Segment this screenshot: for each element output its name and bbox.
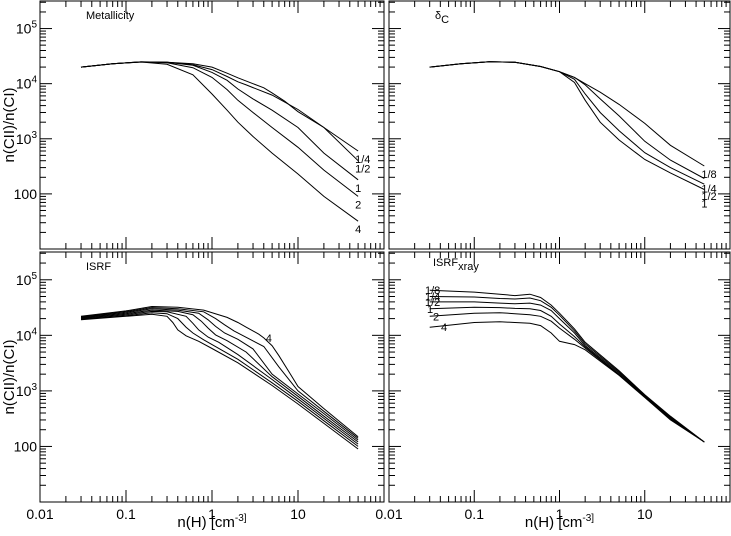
series-line	[80, 309, 359, 443]
series-line	[429, 312, 705, 443]
series-label: 1/2	[355, 164, 370, 176]
series-label: 4	[441, 322, 447, 334]
series-line	[80, 61, 359, 181]
series-line	[80, 308, 359, 441]
panel-label: ISRF	[86, 261, 111, 273]
series-line	[80, 61, 359, 152]
y-axis-label: n(CII)/n(CI)	[1, 87, 18, 162]
y-tick-label: 105	[16, 271, 38, 288]
series-line	[429, 301, 705, 443]
series-line	[429, 61, 705, 185]
series-label: 1/8	[425, 285, 440, 297]
series-label: 1/2	[425, 297, 440, 309]
series-line	[429, 296, 705, 443]
x-tick-label: 1	[208, 506, 216, 522]
panel-metallicity: 105 104 103 100 n(CII)/n(CI) Metallicity 1/41/…	[1, 0, 385, 250]
panel-isrfxray: 0.01 0.1 1 10n(H) [cm-3]ISRFxray1/81/41/212…	[375, 251, 731, 531]
y-axis-label: n(CII)/n(CI)	[1, 339, 18, 414]
series-label: 4	[266, 333, 272, 345]
panel-isrf: 0.01 0.1 1 10 105 104 103 100 n(H) [cm-3] n(CII)/…	[1, 251, 385, 531]
series-label: 1	[701, 199, 707, 211]
panel-label: Metallicity	[86, 10, 135, 22]
panel-label: δC	[435, 10, 449, 26]
y-tick-label: 100	[14, 438, 38, 454]
x-tick-label: 0.01	[26, 506, 53, 522]
series-line	[429, 61, 705, 179]
x-tick-label: 10	[637, 506, 653, 522]
y-tick-label: 100	[14, 186, 38, 202]
y-tick-label: 103	[16, 382, 38, 399]
series-label: 1/8	[701, 169, 716, 181]
plot-frame	[388, 0, 731, 250]
series-label: 4	[355, 224, 361, 236]
series-label: 2	[433, 311, 439, 323]
series-line	[80, 313, 359, 450]
panel--c: δC 1/8 1/41/21	[388, 0, 731, 250]
y-tick-label: 103	[16, 130, 38, 147]
y-tick-label: 104	[16, 326, 38, 343]
x-tick-label: 0.1	[465, 506, 485, 522]
series-line	[80, 305, 359, 438]
x-tick-label: 10	[290, 506, 306, 522]
series-label: 1	[355, 183, 361, 195]
series-label: 1/4	[701, 184, 716, 196]
x-tick-label: 0.1	[116, 506, 136, 522]
series-line	[429, 61, 705, 190]
series-label: 2	[355, 199, 361, 211]
y-tick-label: 104	[16, 75, 38, 92]
x-axis-label: n(H) [cm-3]	[525, 513, 594, 531]
plot-frame	[39, 0, 385, 250]
series-line	[80, 310, 359, 445]
series-line	[429, 306, 705, 443]
plot-frame	[39, 251, 385, 503]
x-axis-label: n(H) [cm-3]	[177, 513, 246, 531]
series-line	[80, 312, 359, 447]
series-label: 1/2	[701, 191, 716, 203]
series-line	[80, 307, 359, 439]
series-line	[80, 61, 359, 222]
series-label: 1/4	[425, 292, 440, 304]
x-tick-label: 1	[556, 506, 564, 522]
series-label: 1	[427, 304, 433, 316]
y-tick-label: 105	[16, 20, 38, 37]
series-line	[429, 289, 705, 443]
panel-label: ISRFxray	[433, 257, 479, 273]
x-tick-label: 0.01	[375, 506, 402, 522]
series-label: 1/4	[355, 154, 370, 166]
series-line	[80, 61, 359, 197]
series-line	[429, 321, 705, 443]
